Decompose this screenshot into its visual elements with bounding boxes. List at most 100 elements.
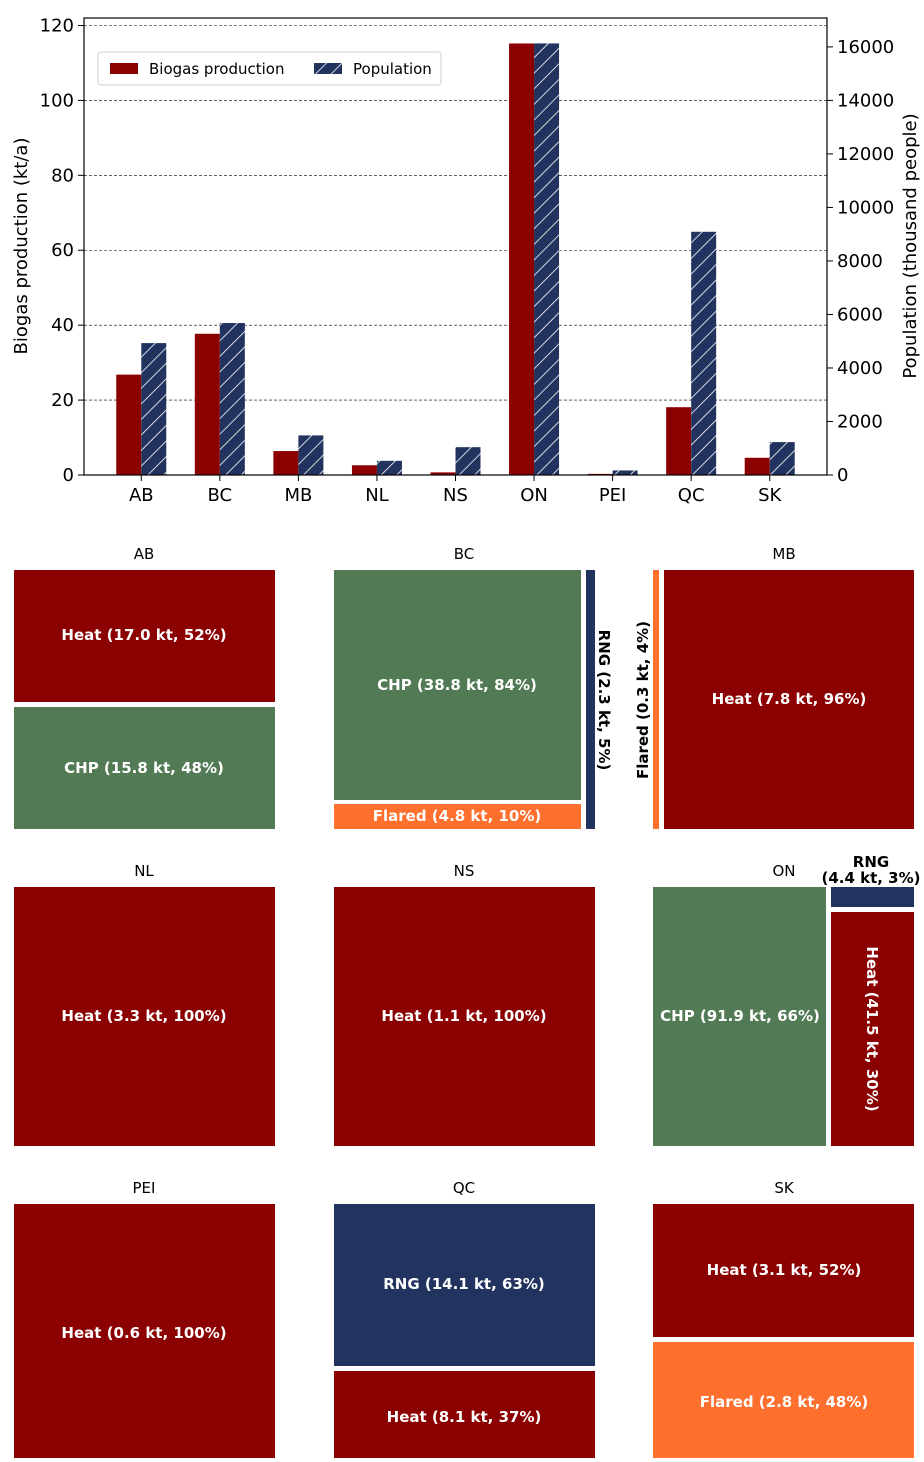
bar-biogas-ab — [116, 374, 142, 475]
tile-qc-heat — [334, 1371, 595, 1458]
left-tick-label: 100 — [40, 90, 74, 111]
tile-label-bc-rng: RNG (2.3 kt, 5%) — [595, 630, 613, 771]
x-tick-label-on: ON — [520, 485, 548, 506]
right-tick-label: 10000 — [837, 197, 894, 218]
bar-population-sk — [769, 442, 795, 475]
legend-frame — [97, 51, 442, 86]
panel-title-mb: MB — [772, 545, 795, 563]
right-tick-label: 8000 — [837, 251, 883, 272]
bar-biogas-mb — [273, 451, 299, 475]
tile-label-mb-heat: Heat (7.8 kt, 96%) — [712, 690, 867, 708]
panel-title-qc: QC — [453, 1179, 475, 1197]
treemap-grid: AB Heat (17.0 kt, 52%) CHP (15.8 kt, 48%… — [14, 545, 921, 1458]
bar-biogas-on — [509, 43, 535, 475]
tile-label-bc-flared: Flared (4.8 kt, 10%) — [373, 807, 542, 825]
bar-population-mb — [298, 435, 324, 475]
tile-label-on-rng-line2: (4.4 kt, 3%) — [821, 869, 920, 887]
bar-population-ns — [455, 447, 481, 475]
left-tick-label: 80 — [51, 165, 74, 186]
tile-label-on-chp: CHP (91.9 kt, 66%) — [660, 1007, 820, 1025]
panel-on: ON CHP (91.9 kt, 66%) RNG (4.4 kt, 3%) H… — [653, 853, 921, 1146]
legend-label-population: Population — [353, 60, 432, 78]
left-axis-ticks: 0 20 40 60 80 100 120 — [40, 15, 84, 486]
x-tick-label-ab: AB — [129, 485, 154, 506]
panel-mb: MB Flared (0.3 kt, 4%) Heat (7.8 kt, 96%… — [634, 545, 914, 829]
right-tick-label: 4000 — [837, 358, 883, 379]
tile-pei-heat — [14, 1204, 275, 1458]
tile-label-qc-rng: RNG (14.1 kt, 63%) — [383, 1275, 545, 1293]
x-axis-ticks: AB BC MB NL NS ON PEI QC SK — [129, 475, 783, 506]
panel-title-nl: NL — [134, 862, 154, 880]
x-tick-label-sk: SK — [758, 485, 782, 506]
legend-swatch-population — [314, 63, 342, 74]
tile-mb-flared — [653, 570, 659, 829]
tile-on-rng — [831, 887, 914, 907]
panel-ns: NS Heat (1.1 kt, 100%) — [334, 862, 595, 1146]
left-tick-label: 60 — [51, 240, 74, 261]
tile-on-chp — [653, 887, 826, 1146]
tile-bc-rng — [586, 570, 595, 829]
bar-population-on — [534, 43, 560, 476]
right-tick-label: 16000 — [837, 37, 894, 58]
tile-label-on-rng-line1: RNG — [853, 853, 889, 871]
bar-biogas-qc — [666, 407, 692, 475]
tile-label-nl-heat: Heat (3.3 kt, 100%) — [61, 1007, 226, 1025]
y2-axis-label: Population (thousand people) — [900, 113, 921, 378]
bar-population-nl — [376, 460, 402, 475]
panel-title-on: ON — [772, 862, 795, 880]
tile-bc-flared — [334, 804, 581, 829]
tile-label-ab-heat: Heat (17.0 kt, 52%) — [61, 626, 226, 644]
tile-ab-chp — [14, 707, 275, 829]
tile-sk-flared — [653, 1342, 914, 1458]
right-tick-label: 14000 — [837, 90, 894, 111]
right-tick-label: 12000 — [837, 144, 894, 165]
tile-label-ns-heat: Heat (1.1 kt, 100%) — [381, 1007, 546, 1025]
panel-title-pei: PEI — [133, 1179, 156, 1197]
tile-label-sk-flared: Flared (2.8 kt, 48%) — [700, 1393, 869, 1411]
legend: Biogas production Population — [97, 51, 442, 86]
x-tick-label-nl: NL — [365, 485, 389, 506]
bar-biogas-bc — [194, 333, 220, 475]
bar-biogas-sk — [744, 457, 770, 475]
right-axis-ticks: 0 2000 4000 6000 8000 10000 12000 14000 16000 — [827, 37, 894, 486]
bar-population-ab — [141, 343, 167, 475]
tile-label-mb-flared: Flared (0.3 kt, 4%) — [634, 621, 652, 779]
bar-biogas-nl — [351, 465, 377, 475]
tile-sk-heat — [653, 1204, 914, 1337]
panel-title-sk: SK — [774, 1179, 795, 1197]
tile-label-pei-heat: Heat (0.6 kt, 100%) — [61, 1324, 226, 1342]
panel-qc: QC RNG (14.1 kt, 63%) Heat (8.1 kt, 37%) — [334, 1179, 595, 1458]
bars — [116, 43, 795, 476]
bar-biogas-ns — [430, 472, 456, 475]
panel-ab: AB Heat (17.0 kt, 52%) CHP (15.8 kt, 48%… — [14, 545, 275, 829]
x-tick-label-pei: PEI — [599, 485, 627, 506]
right-tick-label: 6000 — [837, 304, 883, 325]
tile-label-on-heat: Heat (41.5 kt, 30%) — [863, 946, 881, 1111]
bar-population-bc — [219, 323, 245, 475]
x-tick-label-ns: NS — [443, 485, 468, 506]
left-tick-label: 120 — [40, 15, 74, 36]
legend-swatch-biogas — [110, 63, 138, 74]
x-tick-label-qc: QC — [678, 485, 705, 506]
right-tick-label: 2000 — [837, 411, 883, 432]
bar-chart: 0 20 40 60 80 100 120 0 2000 4000 6000 8000 10000 12… — [11, 15, 921, 506]
tile-nl-heat — [14, 887, 275, 1146]
x-tick-label-mb: MB — [284, 485, 312, 506]
bar-population-qc — [691, 231, 717, 475]
tile-label-ab-chp: CHP (15.8 kt, 48%) — [64, 759, 224, 777]
tile-on-heat — [831, 912, 914, 1146]
bar-population-pei — [612, 470, 638, 475]
tile-ab-heat — [14, 570, 275, 702]
panel-nl: NL Heat (3.3 kt, 100%) — [14, 862, 275, 1146]
grid-lines — [84, 25, 827, 401]
tile-qc-rng — [334, 1204, 595, 1366]
tile-bc-chp — [334, 570, 581, 800]
x-tick-label-bc: BC — [208, 485, 233, 506]
left-tick-label: 0 — [63, 465, 74, 486]
right-tick-label: 0 — [837, 465, 848, 486]
legend-label-biogas: Biogas production — [149, 60, 284, 78]
tile-label-bc-chp: CHP (38.8 kt, 84%) — [377, 676, 537, 694]
tile-label-qc-heat: Heat (8.1 kt, 37%) — [387, 1408, 542, 1426]
